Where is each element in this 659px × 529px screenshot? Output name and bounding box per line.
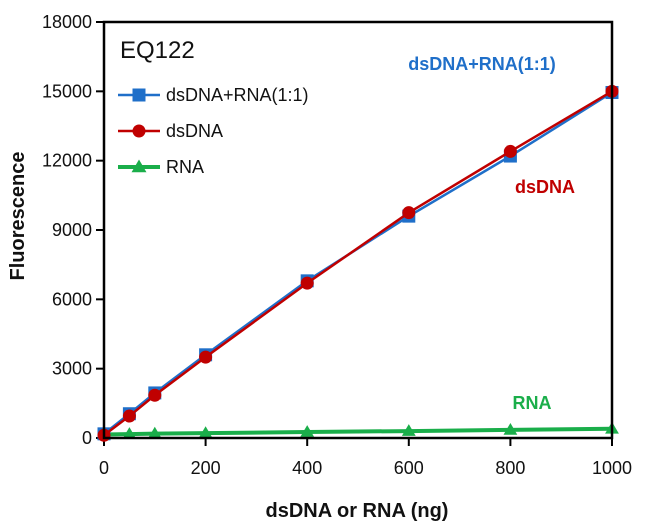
x-axis-ticks: 0 200 400 600 800 1000 [99, 438, 632, 478]
y-tick-label: 0 [82, 428, 92, 448]
series-line-rna [103, 426, 613, 437]
y-tick-label: 9000 [52, 220, 92, 240]
data-point-rna [122, 427, 137, 439]
data-point-dsdna [300, 276, 314, 290]
data-point-dsdna [122, 409, 136, 423]
legend-marker-dsdna-rna-1-1 [132, 88, 146, 102]
data-point-dsdna [503, 144, 517, 158]
y-axis-ticks: 0 3000 6000 9000 12000 15000 18000 [42, 12, 104, 448]
annotation-rna: RNA [513, 393, 552, 413]
series-line-dsdna-rna-1-1 [103, 91, 613, 435]
x-tick-label: 800 [495, 458, 525, 478]
data-point-rna [198, 426, 213, 438]
data-point-rna [147, 426, 162, 439]
plot-frame [102, 20, 614, 440]
legend-marker-rna [131, 159, 147, 173]
y-tick-label: 18000 [42, 12, 92, 32]
data-point-rna [503, 423, 518, 435]
data-point-dsdna [199, 350, 213, 364]
data-point-dsdna [402, 206, 416, 220]
series-rna [97, 421, 619, 440]
annotation-dsdna-rna: dsDNA+RNA(1:1) [408, 54, 556, 74]
series-line-dsdna [103, 90, 613, 437]
y-tick-label: 15000 [42, 81, 92, 101]
x-tick-label: 400 [292, 458, 322, 478]
y-tick-label: 3000 [52, 359, 92, 379]
y-tick-label: 6000 [52, 289, 92, 309]
legend-label-dsdna: dsDNA [166, 121, 223, 141]
legend-label-rna: RNA [166, 157, 204, 177]
legend: dsDNA+RNA(1:1) dsDNA RNA [118, 85, 309, 177]
data-point-dsdna [148, 388, 162, 402]
x-tick-label: 1000 [592, 458, 632, 478]
y-tick-label: 12000 [42, 151, 92, 171]
legend-label-dsdna-rna-1-1: dsDNA+RNA(1:1) [166, 85, 309, 105]
data-point-rna [300, 425, 315, 437]
x-tick-label: 200 [191, 458, 221, 478]
data-point-rna [401, 424, 416, 436]
chart-title: EQ122 [120, 37, 195, 64]
x-tick-label: 0 [99, 458, 109, 478]
legend-marker-dsdna [132, 124, 146, 138]
y-axis-title: Fluorescence [7, 152, 29, 281]
annotation-dsdna: dsDNA [515, 177, 575, 197]
x-tick-label: 600 [394, 458, 424, 478]
x-axis-title: dsDNA or RNA (ng) [266, 500, 449, 522]
